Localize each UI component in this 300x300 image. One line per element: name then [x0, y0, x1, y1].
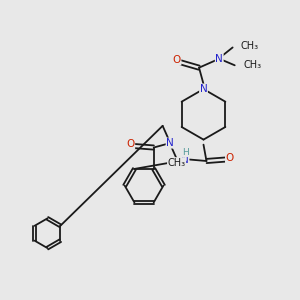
Text: N: N — [215, 54, 223, 64]
Text: H: H — [182, 148, 188, 157]
Text: N: N — [181, 154, 189, 164]
Text: O: O — [126, 139, 135, 149]
Text: CH₃: CH₃ — [167, 158, 186, 168]
Text: N: N — [200, 84, 207, 94]
Text: O: O — [172, 55, 181, 65]
Text: CH₃: CH₃ — [241, 41, 259, 51]
Text: O: O — [226, 153, 234, 163]
Text: N: N — [166, 138, 174, 148]
Text: CH₃: CH₃ — [243, 60, 261, 70]
